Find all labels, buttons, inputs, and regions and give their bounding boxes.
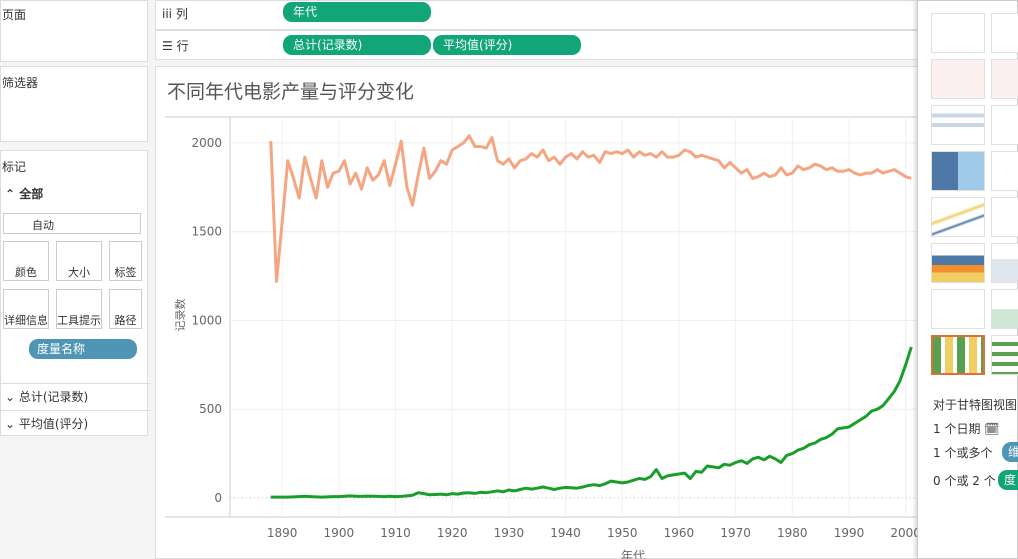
x-tick-label: 1980 [777,526,808,540]
section-rating[interactable]: ⌄ 平均值(评分) [1,410,151,432]
columns-shelf: iii 列 年代 [155,0,1018,30]
marks-card: 标记 ⌃ 全部 自动 颜色 大小 标签 详细信息 工具提示 路径 度量名称 ⌄ … [0,150,151,436]
chart-thumb[interactable] [991,59,1018,99]
show-me-line: 1 个日期 🗓 [933,422,1000,436]
marks-title: 标记 [2,160,27,174]
chart-thumb[interactable] [991,289,1018,329]
x-tick-label: 1930 [494,526,525,540]
show-me-line: 1 个或多个 [933,446,993,460]
columns-pill[interactable]: 年代 [283,2,431,22]
y-tick-label: 1000 [191,313,222,327]
series-line [269,134,912,283]
chart-thumb[interactable] [931,243,985,283]
show-me-panel: 对于甘特图视图 1 个日期 🗓 1 个或多个 维 0 个或 2 个 度 [917,0,1018,559]
y-tick-label: 500 [199,402,222,416]
color-button[interactable]: 颜色 [3,241,49,281]
chart-thumb[interactable] [931,59,985,99]
show-me-text: 1 个日期 [933,422,981,436]
view-card [155,66,1018,559]
y-tick-label: 1500 [191,225,222,239]
series-line [270,346,913,499]
filters-card: 筛选器 [0,66,148,142]
x-tick-label: 2000 [890,526,921,540]
pages-card: 页面 [0,0,148,62]
y-tick-label: 0 [214,491,222,505]
x-tick-label: 1900 [324,526,355,540]
rows-shelf: ☰ 行 总计(记录数) 平均值(评分) [155,30,1018,60]
chart-thumb[interactable] [931,289,985,329]
columns-label-text: 列 [175,7,188,21]
x-tick-label: 1960 [664,526,695,540]
chart-thumb[interactable] [991,243,1018,283]
show-me-line: 0 个或 2 个 [933,474,996,488]
gantt-thumb-selected[interactable] [931,335,985,375]
chart-thumb[interactable] [991,197,1018,237]
x-tick-label: 1940 [550,526,581,540]
show-me-title: 对于甘特图视图 [933,398,1018,412]
section-count[interactable]: ⌄ 总计(记录数) [1,383,151,405]
dimension-pill: 维 [1002,442,1018,462]
measure-pill[interactable]: 度量名称 [29,339,137,359]
filters-title: 筛选器 [2,76,39,90]
all-label: 全部 [19,187,44,201]
chart-thumb[interactable] [931,105,985,145]
label-button[interactable]: 标签 [109,241,142,281]
size-button[interactable]: 大小 [56,241,102,281]
chart-thumb[interactable] [931,151,985,191]
detail-button[interactable]: 详细信息 [3,289,49,329]
columns-label: iii 列 [162,7,188,21]
chart-thumb[interactable] [991,151,1018,191]
x-tick-label: 1920 [437,526,468,540]
rows-pill[interactable]: 总计(记录数) [283,35,431,55]
x-axis-label: 年代 [621,549,645,559]
section-label: 平均值(评分) [18,417,89,431]
chart-thumb[interactable] [991,105,1018,145]
mark-type-dropdown[interactable]: 自动 [3,213,141,234]
y-tick-label: 2000 [191,136,222,150]
path-button[interactable]: 路径 [109,289,142,329]
chart-title: 不同年代电影产量与评分变化 [167,81,414,103]
pages-title: 页面 [2,8,27,22]
tooltip-button[interactable]: 工具提示 [56,289,102,329]
chart-thumb[interactable] [991,335,1018,375]
measure-pill: 度 [998,470,1018,490]
chart-thumb[interactable] [991,13,1018,53]
rows-pill[interactable]: 平均值(评分) [433,35,581,55]
chart-thumb[interactable] [931,197,985,237]
auto-label: 自动 [32,219,54,232]
rows-label-text: 行 [176,39,189,53]
x-tick-label: 1950 [607,526,638,540]
section-label: 总计(记录数) [18,390,89,404]
x-tick-label: 1890 [267,526,298,540]
x-tick-label: 1910 [380,526,411,540]
x-tick-label: 1990 [834,526,865,540]
all-header[interactable]: ⌃ 全部 [5,187,44,201]
y-axis-label: 记录数 [174,299,187,332]
x-tick-label: 1970 [720,526,751,540]
rows-label: ☰ 行 [162,39,189,53]
chart-thumb[interactable] [931,13,985,53]
